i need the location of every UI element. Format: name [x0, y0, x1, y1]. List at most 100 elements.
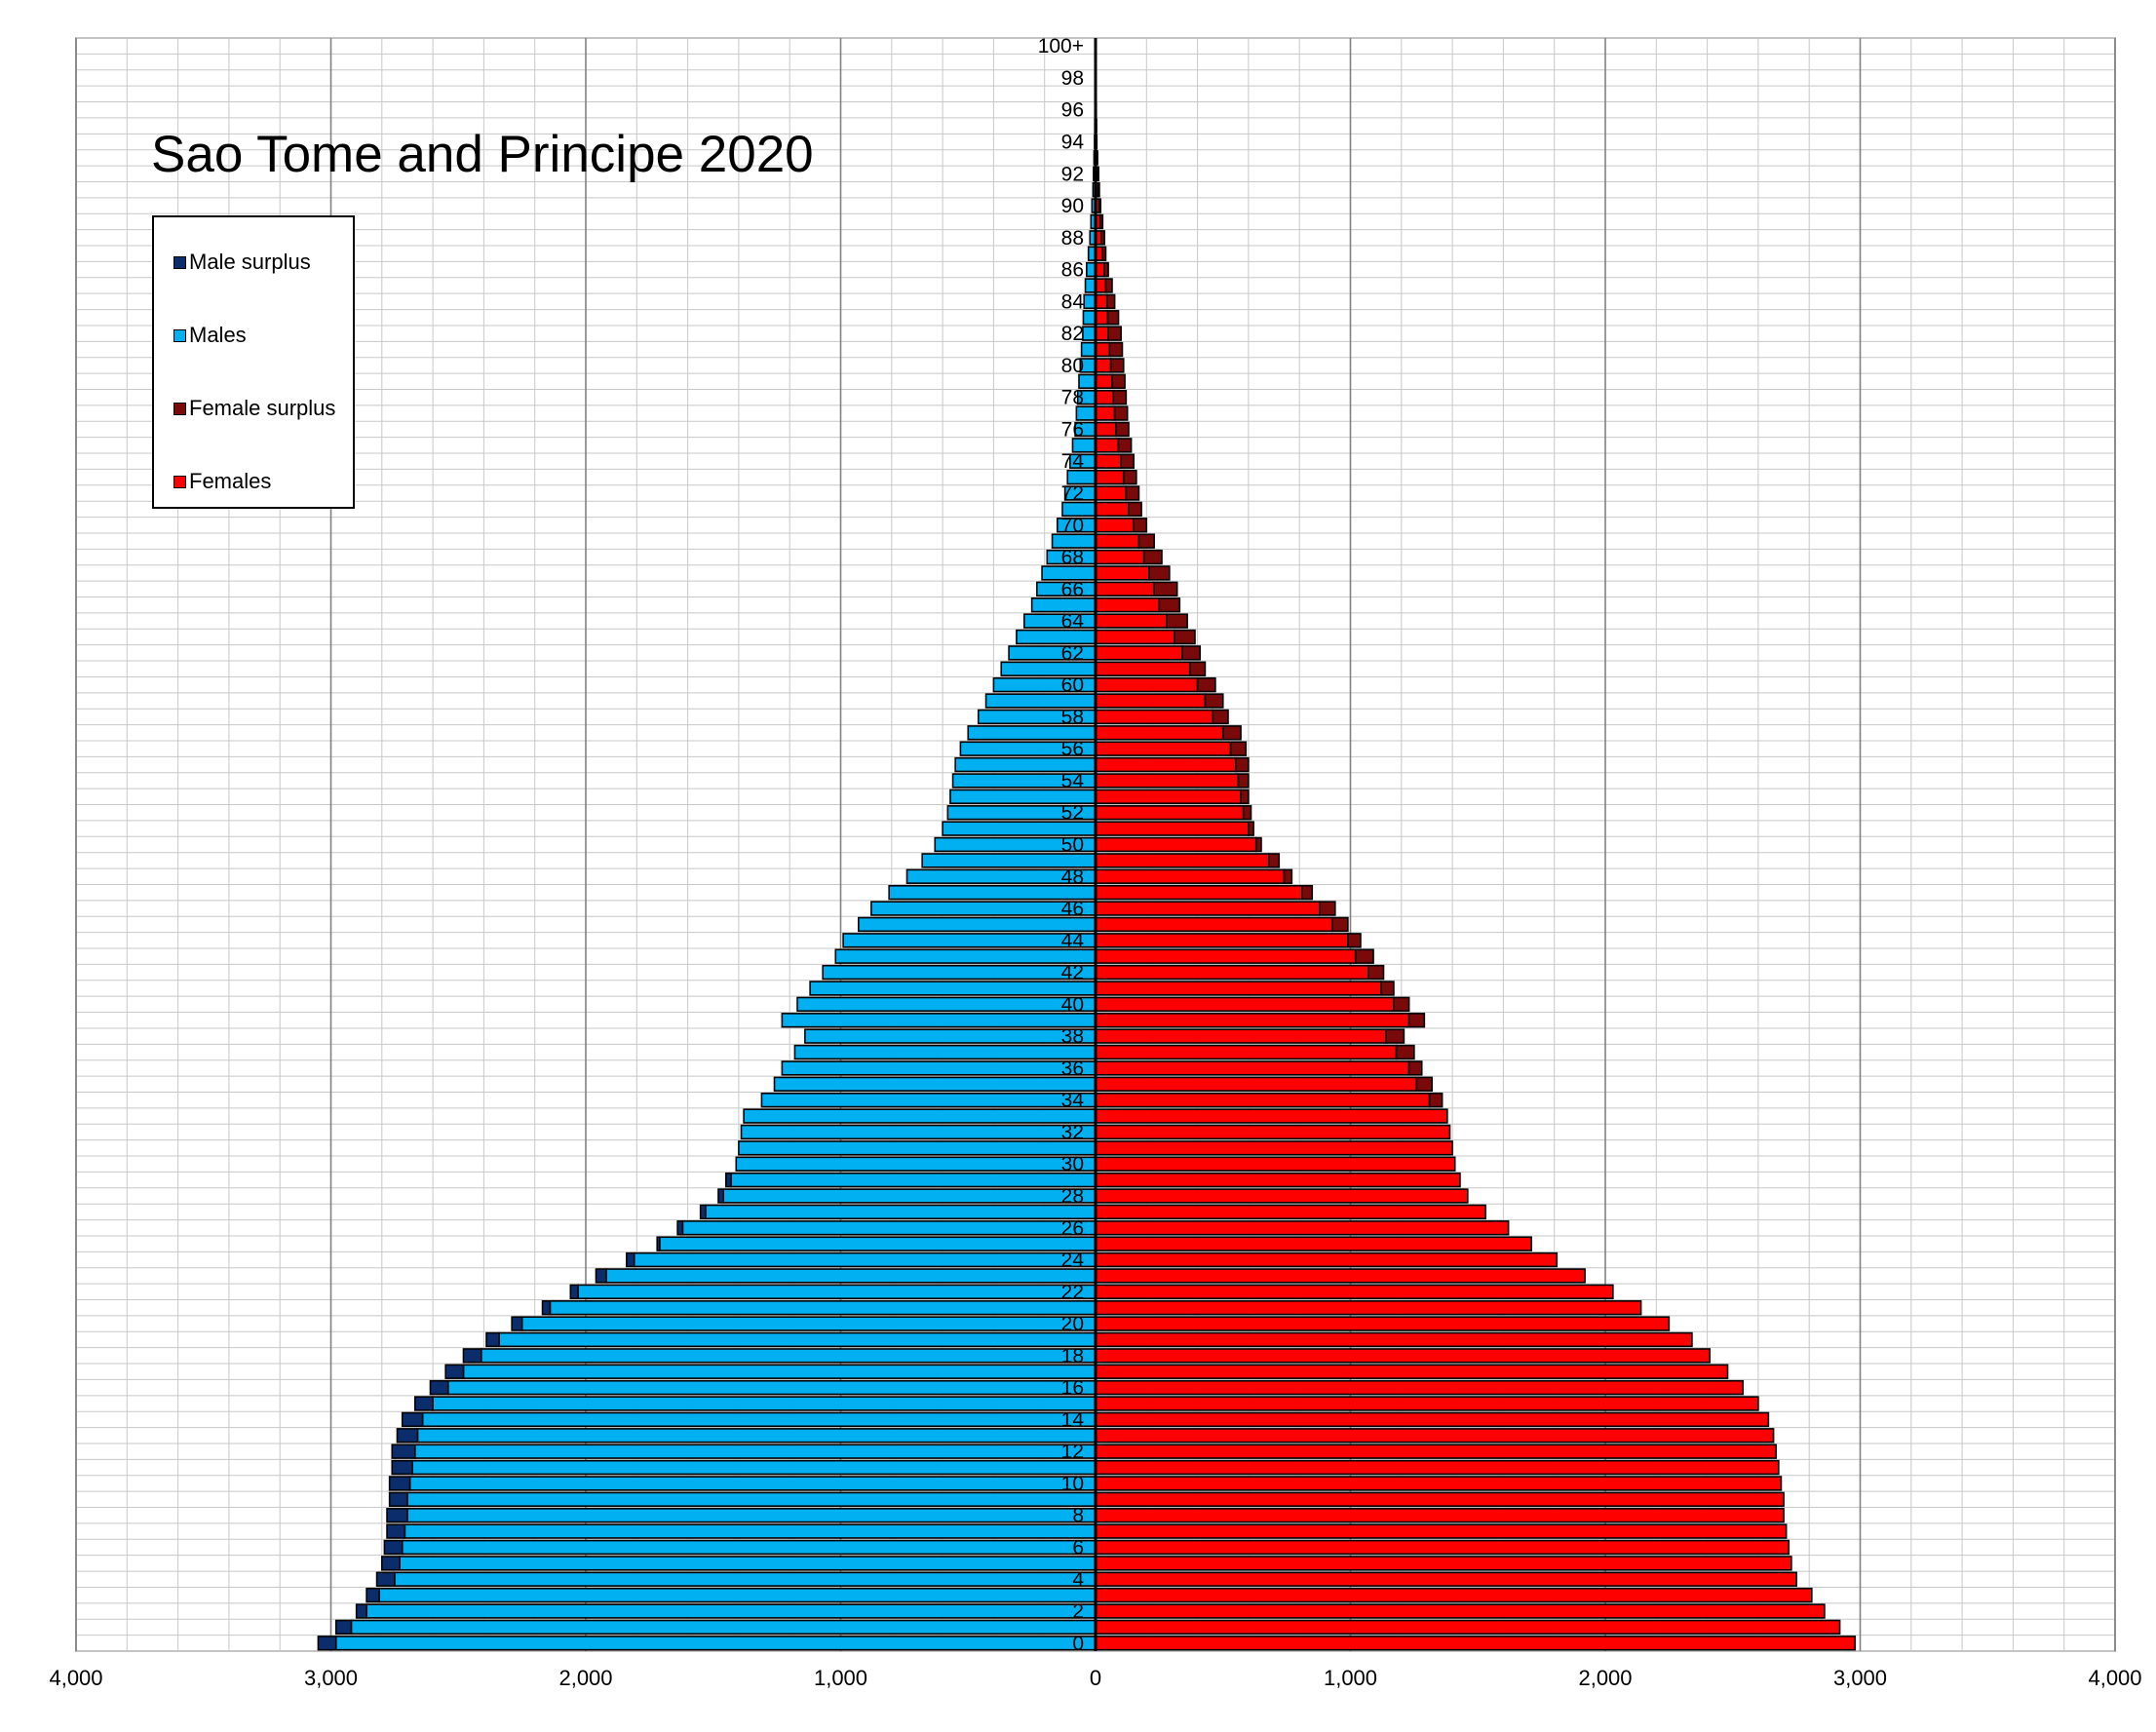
age-tick-label: 64	[1061, 610, 1085, 633]
male-surplus-bar	[355, 1603, 367, 1619]
age-tick-label: 8	[1072, 1505, 1084, 1527]
male-bar	[605, 1268, 1097, 1284]
male-surplus-bar	[626, 1251, 635, 1268]
male-bar	[1083, 293, 1097, 310]
female-bar	[1095, 1028, 1387, 1044]
male-bar	[822, 964, 1097, 981]
female-bar	[1095, 996, 1395, 1013]
age-tick-label: 78	[1061, 387, 1084, 409]
male-surplus-bar	[462, 1348, 482, 1364]
male-surplus-bar	[375, 1571, 396, 1587]
female-bar	[1095, 1348, 1712, 1364]
legend-item-females: Females	[173, 469, 271, 494]
female-surplus-bar	[1380, 981, 1395, 996]
age-tick-label: 100+	[1038, 35, 1084, 58]
male-bar	[394, 1571, 1097, 1587]
female-bar	[1095, 501, 1130, 518]
female-surplus-bar	[1166, 613, 1188, 629]
age-tick-label: 38	[1061, 1025, 1084, 1048]
age-tick-label: 62	[1061, 642, 1084, 665]
male-bar	[722, 1188, 1097, 1204]
female-bar	[1095, 1140, 1453, 1156]
male-bar	[834, 948, 1097, 964]
female-bar	[1095, 326, 1109, 341]
male-bar	[735, 1156, 1097, 1172]
male-bar	[498, 1331, 1097, 1348]
x-tick-label: 0	[1090, 1666, 1101, 1690]
male-surplus-bar	[656, 1236, 661, 1251]
female-bar	[1095, 948, 1357, 964]
female-bar	[1095, 1587, 1813, 1603]
legend-label: Male surplus	[189, 250, 311, 274]
age-tick-label: 14	[1061, 1408, 1085, 1431]
female-bar	[1095, 868, 1286, 884]
male-bar	[401, 1539, 1097, 1556]
male-surplus-bar	[541, 1300, 552, 1316]
male-surplus-bar	[676, 1220, 684, 1236]
legend-label: Female surplus	[189, 396, 336, 420]
female-surplus-bar	[1393, 996, 1410, 1013]
male-surplus-swatch	[173, 255, 186, 269]
female-surplus-bar	[1128, 501, 1142, 518]
female-surplus-bar	[1301, 884, 1314, 901]
female-bar	[1095, 756, 1237, 773]
female-surplus-bar	[1415, 1076, 1433, 1092]
age-tick-label: 70	[1061, 515, 1084, 537]
female-surplus-bar	[1395, 1044, 1415, 1060]
female-bar	[1095, 1156, 1456, 1172]
female-surplus-bar	[1104, 278, 1113, 293]
female-bar	[1095, 709, 1214, 725]
female-surplus-bar	[1111, 373, 1126, 389]
female-bar	[1095, 1619, 1841, 1636]
female-bar	[1095, 1044, 1398, 1060]
age-tick-label: 12	[1061, 1441, 1084, 1463]
female-surplus-bar	[1248, 821, 1254, 836]
female-bar	[1095, 453, 1122, 469]
male-bar	[1082, 326, 1097, 341]
female-bar	[1095, 1364, 1729, 1379]
age-tick-label: 24	[1061, 1250, 1085, 1272]
female-bar	[1095, 1556, 1792, 1571]
male-surplus-bar	[334, 1619, 353, 1636]
male-surplus-bar	[511, 1316, 523, 1331]
male-bar	[413, 1443, 1097, 1459]
female-surplus-bar	[1113, 405, 1129, 421]
female-bar	[1095, 901, 1321, 916]
female-surplus-bar	[1107, 326, 1122, 341]
male-bar	[411, 1459, 1097, 1476]
age-tick-label: 80	[1061, 355, 1084, 377]
x-tick-label: 1,000	[814, 1666, 867, 1690]
male-bar	[406, 1508, 1097, 1523]
female-bar	[1095, 485, 1128, 501]
female-surplus-bar	[1153, 581, 1178, 597]
female-bar	[1095, 1236, 1532, 1251]
female-bar	[1095, 565, 1150, 581]
age-tick-label: 94	[1061, 132, 1085, 154]
female-bar	[1095, 405, 1116, 421]
males-swatch	[173, 328, 186, 342]
female-surplus-bar	[1096, 150, 1098, 166]
female-surplus-bar	[1125, 485, 1140, 501]
female-bar	[1095, 1300, 1642, 1316]
female-bar	[1095, 341, 1111, 358]
female-surplus-bar	[1347, 933, 1362, 948]
female-bar	[1095, 581, 1155, 597]
male-surplus-bar	[366, 1587, 380, 1603]
male-bar	[659, 1236, 1097, 1251]
age-tick-label: 52	[1061, 802, 1084, 825]
female-surplus-bar	[1158, 597, 1181, 613]
age-tick-label: 4	[1072, 1568, 1084, 1591]
male-surplus-bar	[699, 1204, 707, 1220]
female-bar	[1095, 741, 1232, 756]
male-bar	[681, 1220, 1097, 1236]
age-tick-label: 16	[1061, 1377, 1084, 1400]
male-bar	[781, 1013, 1097, 1028]
age-tick-label: 10	[1061, 1473, 1084, 1495]
female-surplus-bar	[1254, 836, 1262, 853]
male-surplus-bar	[396, 1428, 419, 1443]
male-bar	[773, 1076, 1097, 1092]
female-surplus-bar	[1106, 310, 1120, 326]
female-bar	[1095, 1396, 1759, 1411]
age-tick-label: 76	[1061, 418, 1084, 441]
age-tick-label: 42	[1061, 962, 1084, 984]
